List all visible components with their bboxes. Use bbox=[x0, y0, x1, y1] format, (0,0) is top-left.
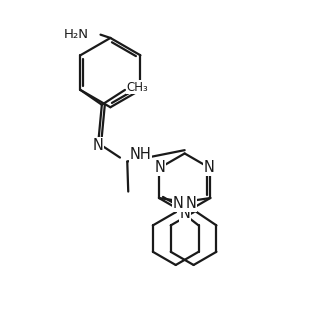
Text: NH: NH bbox=[130, 148, 152, 162]
Text: N: N bbox=[93, 138, 103, 152]
Text: CH₃: CH₃ bbox=[127, 81, 148, 94]
Text: N: N bbox=[185, 196, 196, 212]
Text: N: N bbox=[173, 196, 184, 212]
Text: N: N bbox=[155, 160, 166, 175]
Text: H₂N: H₂N bbox=[64, 28, 89, 41]
Text: N: N bbox=[180, 206, 191, 221]
Text: N: N bbox=[203, 160, 214, 175]
